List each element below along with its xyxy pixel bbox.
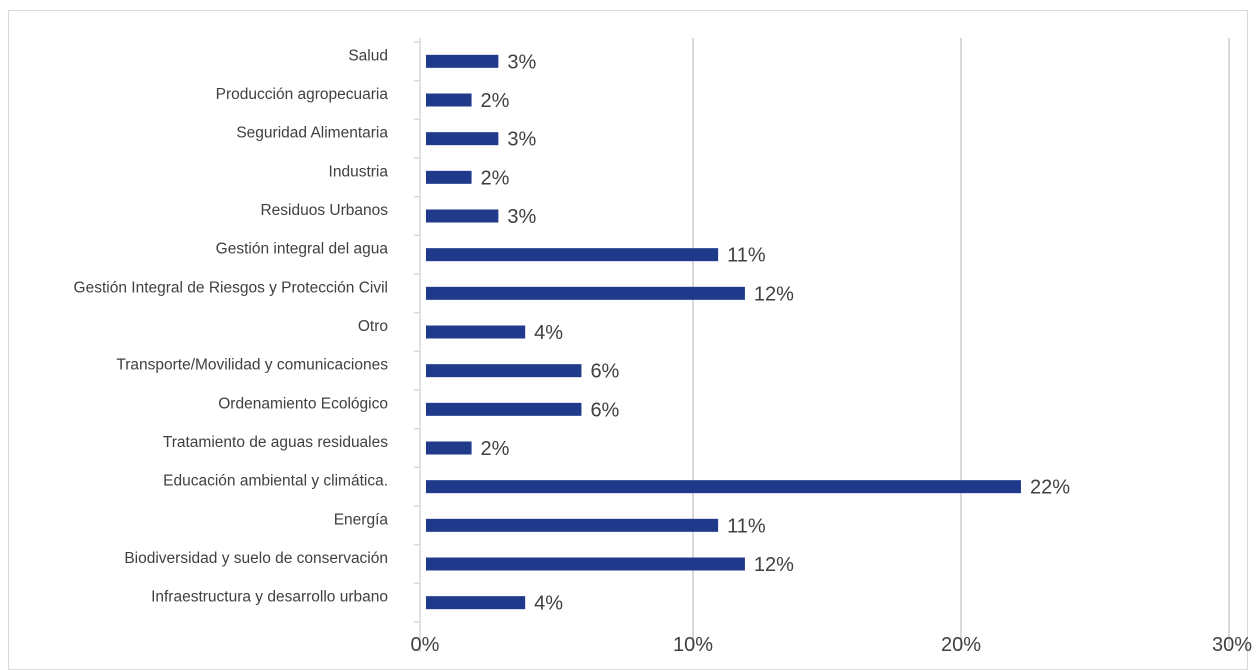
bar [426,325,526,339]
category-label: Gestión Integral de Riesgos y Protección… [74,279,388,296]
bar [426,170,472,184]
category-label: Ordenamiento Ecológico [218,395,388,412]
data-label: 12% [754,283,794,305]
bar [426,518,719,532]
x-tick-label: 0% [411,634,440,656]
data-label: 11% [727,515,766,537]
data-label: 22% [1030,477,1070,499]
category-label: Producción agropecuaria [216,86,389,103]
category-label: Otro [358,318,388,335]
x-tick-label: 20% [941,634,981,656]
category-label: Residuos Urbanos [260,202,388,219]
data-label: 11% [727,245,766,267]
category-label: Biodiversidad y suelo de conservación [124,550,388,567]
bar [426,209,499,223]
category-label: Salud [348,47,388,64]
category-label: Transporte/Movilidad y comunicaciones [116,357,388,374]
category-label: Seguridad Alimentaria [236,125,388,142]
bar [426,54,499,68]
data-label: 2% [481,90,510,112]
x-tick-label: 30% [1212,634,1252,656]
x-tick-label: 10% [673,634,713,656]
bar [426,132,499,146]
data-label: 2% [481,167,510,189]
data-label: 3% [507,51,536,73]
bar [426,557,745,571]
category-label: Tratamiento de aguas residuales [163,434,388,451]
data-label: 3% [507,206,536,228]
category-label: Infraestructura y desarrollo urbano [151,589,388,606]
bar [426,286,745,300]
bar [426,93,472,107]
bar [426,402,582,416]
data-label: 3% [507,129,536,151]
data-label: 6% [590,361,619,383]
category-label: Gestión integral del agua [216,241,389,258]
data-label: 4% [534,322,563,344]
bar [426,364,582,378]
category-label: Educación ambiental y climática. [163,473,388,490]
data-label: 12% [754,554,794,576]
data-label: 6% [590,399,619,421]
bar [426,248,719,262]
data-label: 2% [481,438,510,460]
bar [426,480,1021,494]
category-label: Industria [329,163,389,180]
bar [426,596,526,610]
data-label: 4% [534,593,563,615]
category-label: Energía [334,511,389,528]
bar [426,441,472,455]
